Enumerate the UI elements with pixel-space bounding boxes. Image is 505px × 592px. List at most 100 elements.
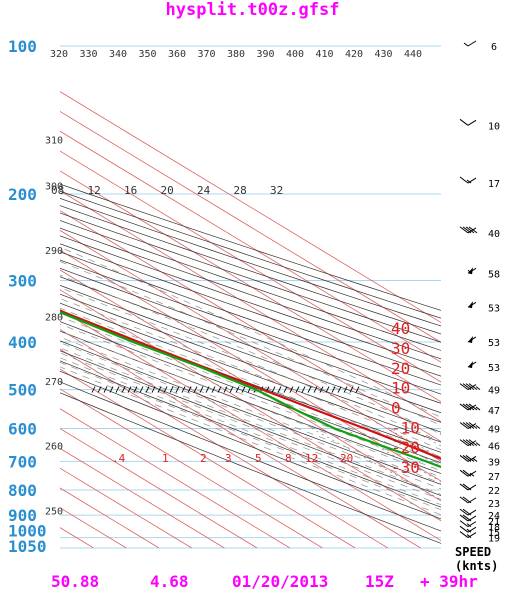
right-temperature-label: 40 (391, 319, 410, 338)
isobar-grid (60, 45, 441, 549)
isotherm-line (60, 130, 441, 363)
theta-left-label: 280 (45, 312, 63, 323)
wind-barb-flag (459, 422, 469, 429)
hatch-mark (295, 386, 300, 393)
pressure-tick-label: 1050 (8, 537, 47, 556)
hatch-mark (241, 386, 246, 393)
hatch-mark (211, 386, 216, 393)
pressure-tick-label: 200 (8, 185, 37, 204)
dewpoint-profile-line (60, 311, 441, 469)
isotherm-line (60, 328, 421, 548)
hatch-mark (199, 386, 204, 393)
hatch-mark (139, 386, 144, 393)
hatch-mark (115, 386, 120, 393)
hatch-mark (97, 386, 102, 393)
wind-barb-flag (459, 176, 469, 184)
hatch-mark (349, 386, 354, 393)
right-temperature-label: 20 (391, 359, 410, 378)
hatch-mark (325, 386, 330, 393)
wind-barb-flag (468, 422, 478, 429)
wind-speed-label: 39 (488, 457, 500, 468)
theta-left-label: 290 (45, 246, 63, 257)
dry-adiabat-line (60, 220, 441, 351)
hatch-mark (331, 386, 336, 393)
mixing-ratio-line (386, 428, 441, 459)
wind-barb-flag (459, 403, 469, 411)
wind-barbs: 6 10 17 40 58 53 53 53 49 47 49 46 39 27 22 23242118151… (459, 40, 500, 545)
wind-barb-half-flag (466, 528, 472, 533)
mixing-ratio-label-200: 12 (88, 184, 101, 197)
theta-left-label: 300 (45, 181, 63, 192)
mixing-ratio-label-700: 5 (255, 452, 262, 465)
hatch-mark (145, 386, 150, 393)
mixing-ratio-label-200: 28 (234, 184, 247, 197)
wind-barb-flag (459, 483, 469, 491)
dry-adiabat-line (60, 243, 441, 377)
wind-barb-pennant (468, 301, 473, 309)
dry-adiabat-line (60, 350, 441, 497)
wind-barb-half-flag (475, 386, 481, 391)
wind-barb-flag (462, 469, 472, 477)
hatch-mark (169, 386, 174, 393)
wind-barb-flag (459, 508, 469, 516)
hatch-mark (175, 386, 180, 393)
wind-speed-label: 17 (488, 179, 500, 190)
pressure-tick-label: 700 (8, 452, 37, 471)
wind-barb-flag (462, 455, 472, 462)
wind-barb-half-flag (472, 458, 478, 462)
wind-speed-label: 22 (488, 486, 500, 497)
hatch-mark (193, 386, 198, 393)
wind-barb-flag (465, 383, 475, 391)
hatch-mark (337, 386, 342, 393)
wind-barb-flag (462, 439, 472, 447)
wind-barb-flag (459, 455, 469, 462)
hatch-mark (223, 386, 228, 393)
chart-title: hysplit.t00z.gfsf (165, 0, 340, 20)
hatch-mark (235, 386, 240, 393)
wind-barb-pennant (468, 335, 473, 343)
hatch-mark (103, 386, 108, 393)
wind-barb-flag (459, 383, 469, 391)
dry-adiabat-line (60, 302, 441, 443)
hatch-mark (151, 386, 156, 393)
hatch-mark (343, 386, 348, 393)
wind-speed-label: 46 (488, 442, 500, 453)
wind-speed-label: 53 (488, 363, 500, 374)
wind-speed-label: 49 (488, 386, 500, 397)
dry-adiabat-line (60, 293, 441, 433)
isotherm-line (60, 428, 258, 548)
pressure-tick-label: 800 (8, 481, 37, 500)
wind-speed-label: 6 (491, 42, 497, 53)
pressure-tick-label: 400 (8, 333, 37, 352)
moist-adiabat-line (60, 330, 441, 478)
right-temperature-label: -10 (391, 418, 420, 437)
isotherm-line (60, 229, 441, 462)
pressure-tick-label: 100 (8, 37, 37, 56)
mixing-ratio-label-700: 3 (225, 452, 232, 465)
speed-unit: (knts) (455, 559, 499, 573)
dry-adiabat-line (60, 370, 441, 520)
wind-barb-staff (467, 40, 477, 47)
hatch-mark (157, 386, 162, 393)
mixing-ratio-label-700: 8 (285, 452, 292, 465)
isotherm-line (60, 348, 389, 548)
theta-left-label: 310 (45, 136, 63, 147)
thermodynamic-grid (60, 91, 441, 548)
wind-speed-label: 19 (488, 534, 500, 545)
hatch-mark (205, 386, 210, 393)
theta-left-label: 270 (45, 377, 63, 388)
isotherm-line (60, 408, 291, 548)
theta-top-label: 410 (316, 49, 334, 60)
dry-adiabat-line (60, 311, 441, 453)
wind-speed-label: 49 (488, 425, 500, 436)
isotherm-line (60, 249, 441, 482)
moist-adiabat-line (60, 342, 441, 490)
speed-label: SPEED (455, 545, 492, 559)
right-temperature-label: 0 (391, 399, 401, 418)
mixing-ratio-label-700: 1 (162, 452, 169, 465)
hatch-mark (187, 386, 192, 393)
theta-left-label: 260 (45, 442, 63, 453)
wind-speed-label: 18 (488, 523, 500, 534)
wind-speed-label: 23 (488, 499, 500, 510)
